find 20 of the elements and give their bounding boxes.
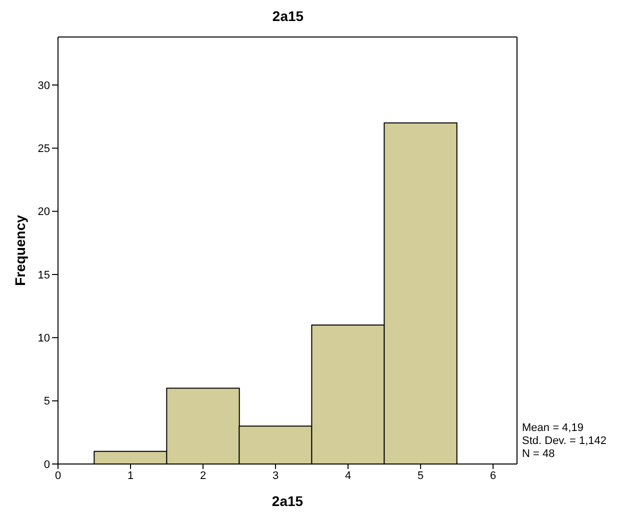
x-tick-label: 5 [417,470,424,482]
text: Mean = 4,19 [522,422,584,435]
y-tick-label: 10 [38,332,50,345]
text: Std. Dev. = 1,142 [522,435,606,448]
x-tick-label: 1 [127,470,134,482]
y-axis-title: Frequency [12,214,28,286]
y-tick-label: 20 [38,206,50,218]
x-tick-label: 3 [272,470,279,482]
y-tick-label: 5 [44,396,50,408]
text: N = 48 [522,448,556,461]
y-tick-label: 25 [38,143,50,156]
y-tick-label: 15 [38,269,50,282]
x-tick-label: 6 [490,470,496,482]
y-tick-label: 0 [44,458,50,471]
chart-title: 2a15 [271,8,305,24]
x-tick-label: 0 [54,470,62,482]
x-tick-label: 2 [200,470,206,482]
x-tick-label: 4 [344,470,352,482]
x-axis-title: 2a15 [272,493,304,509]
y-tick-label: 30 [38,80,50,92]
